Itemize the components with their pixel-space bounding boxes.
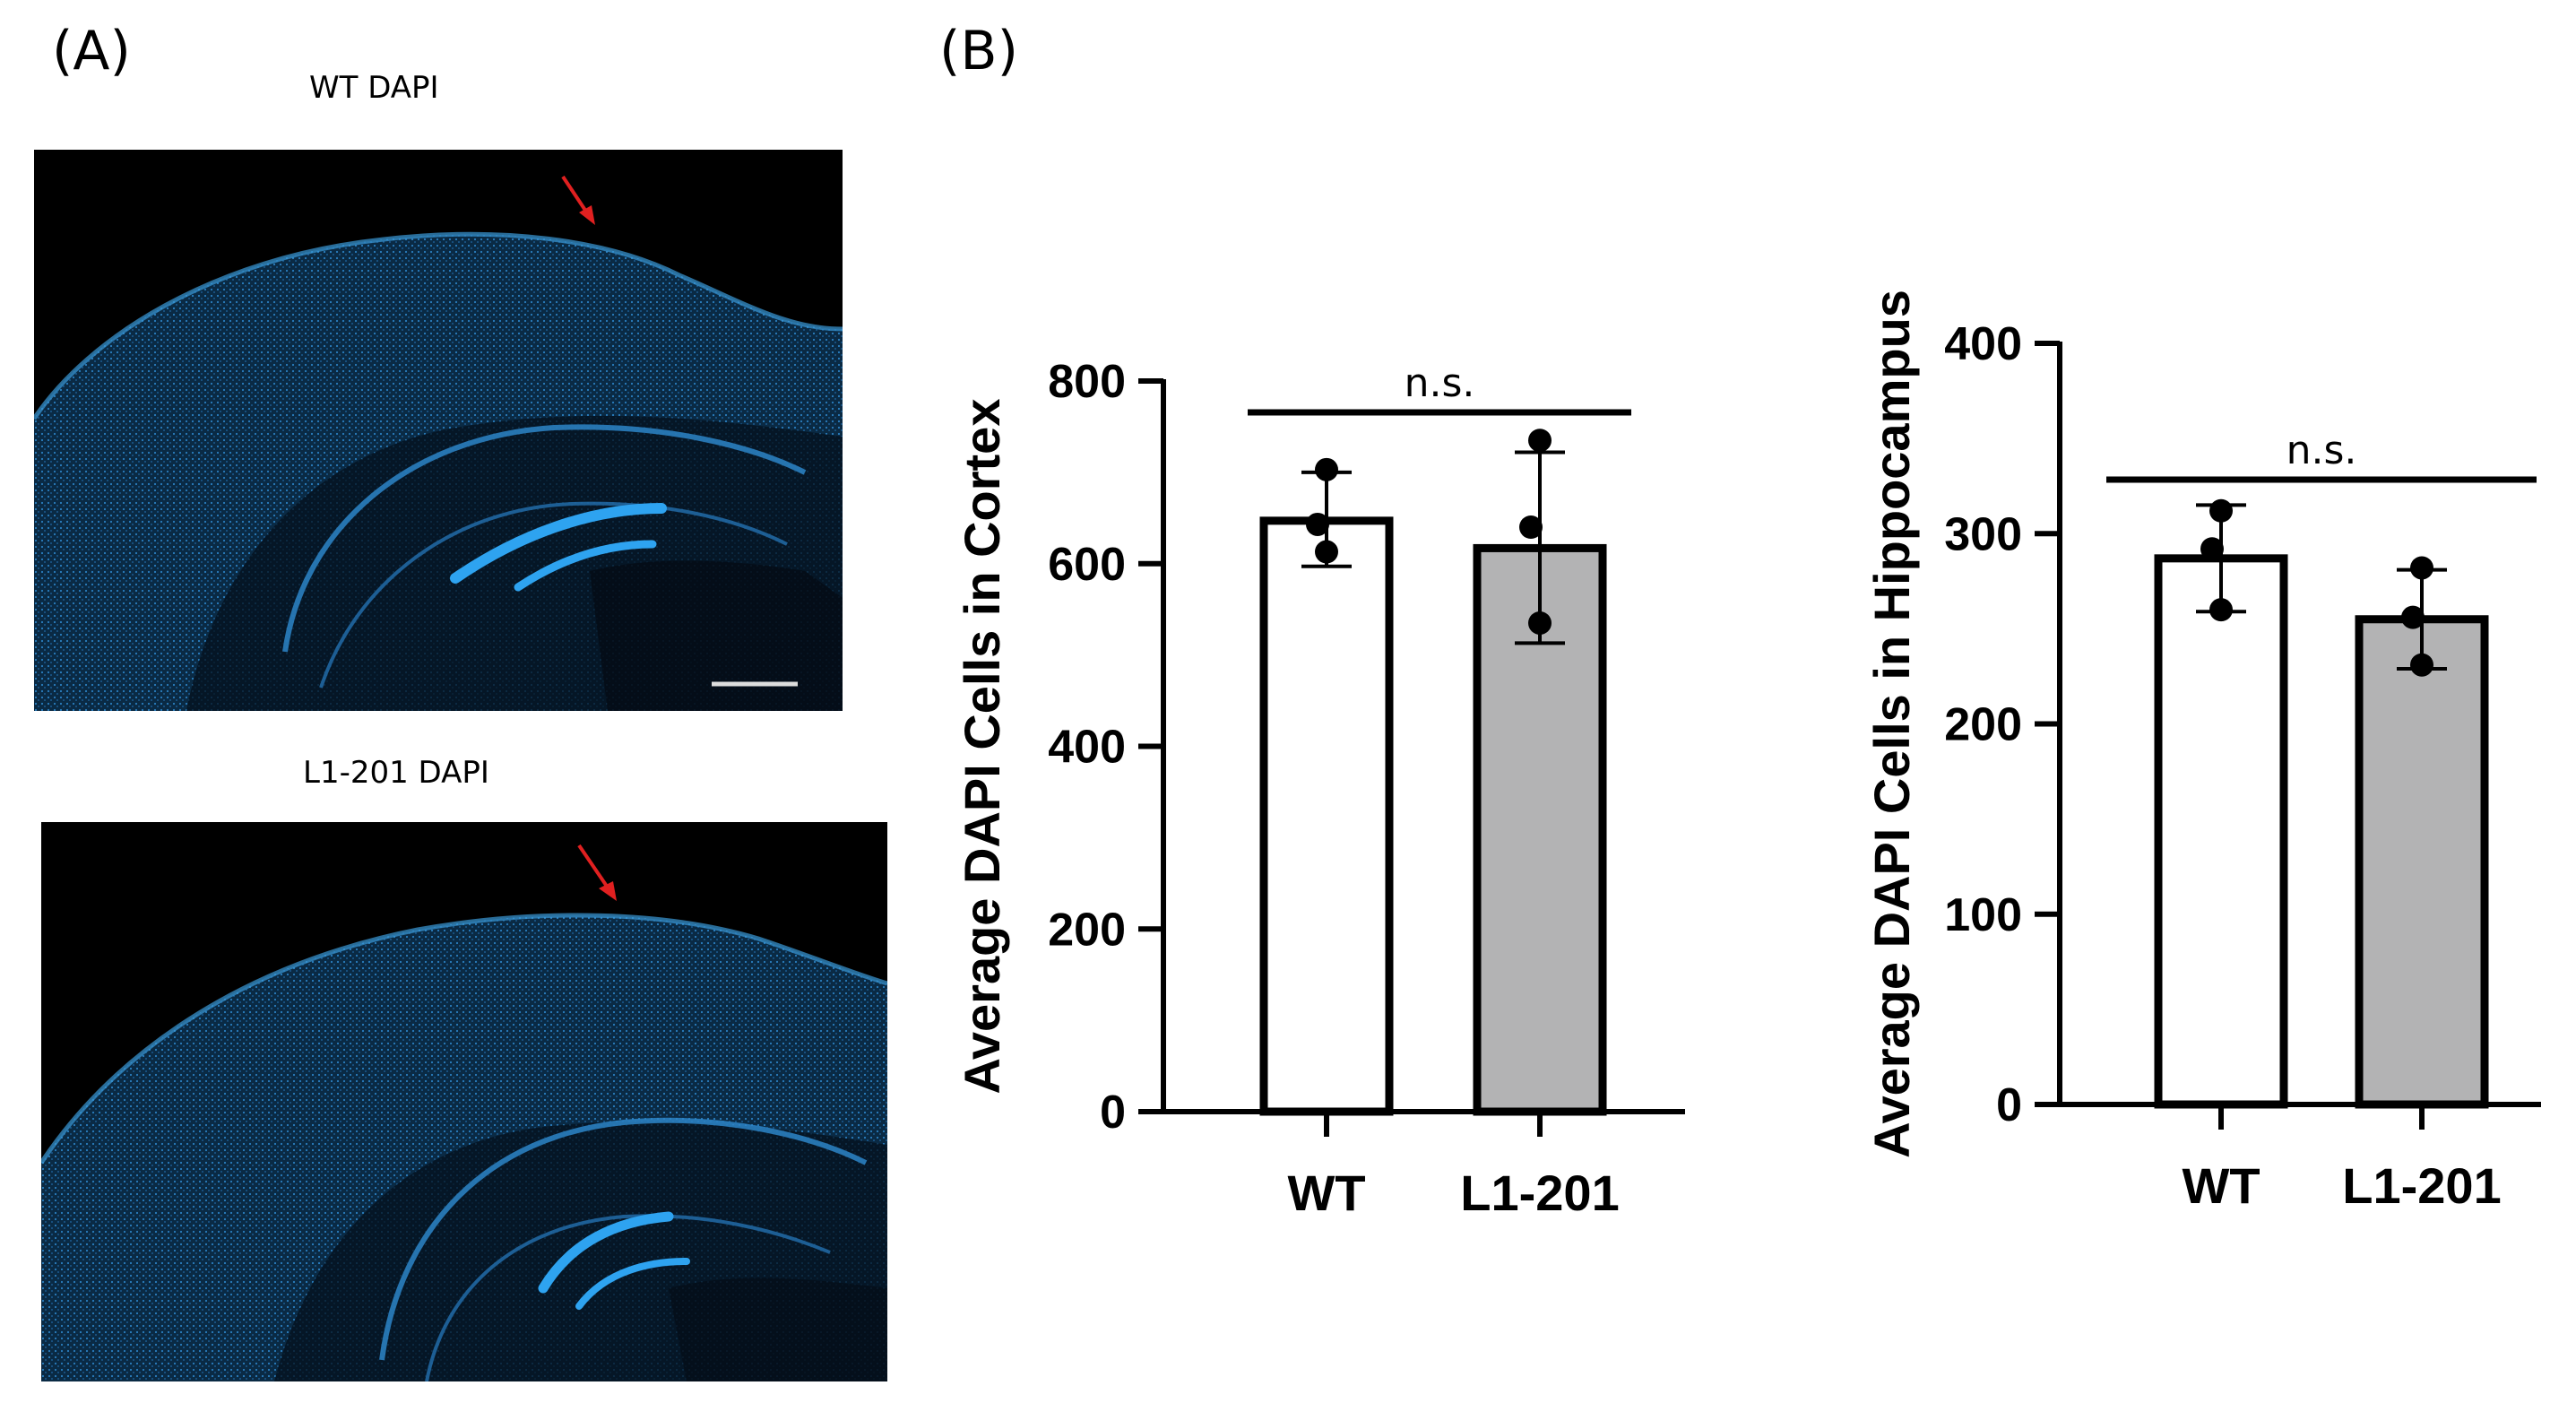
panel-b-label: (B): [939, 20, 1018, 82]
hippocampus-y-tick-label-3: 300: [1944, 508, 2022, 560]
hippocampus-significance-label: n.s.: [2286, 428, 2357, 473]
cortex-x-tick-label-0: WT: [1287, 1165, 1365, 1221]
hippocampus-y-axis-label: Average DAPI Cells in Hippocampus: [1863, 290, 1920, 1158]
cortex-point-1-2: [1528, 611, 1552, 635]
hippocampus-y-tick-label-1: 100: [1944, 889, 2022, 941]
wt-dapi-micrograph: [34, 150, 843, 711]
cortex-y-tick-label-2: 400: [1048, 722, 1126, 774]
hippocampus-bar-0: [2154, 554, 2288, 1109]
cortex-y-tick-label-3: 600: [1048, 539, 1126, 591]
cortex-x-tick-label-1: L1-201: [1460, 1165, 1619, 1221]
panel-a-label: (A): [52, 20, 131, 82]
hippocampus-point-0-2: [2209, 598, 2233, 622]
hippocampus-x-tick-label-0: WT: [2182, 1157, 2260, 1214]
cortex-y-tick-label-4: 800: [1048, 356, 1126, 408]
cortex-point-1-1: [1519, 515, 1543, 539]
hippocampus-y-tick-label-0: 0: [1996, 1079, 2022, 1131]
cortex-y-axis-label: Average DAPI Cells in Cortex: [954, 399, 1010, 1095]
cortex-point-0-2: [1315, 540, 1338, 564]
hippocampus-point-0-1: [2200, 537, 2224, 561]
hippocampus-point-1-2: [2410, 653, 2433, 677]
hippocampus-y-tick-label-2: 200: [1944, 699, 2022, 751]
wt-brain-section: [34, 175, 843, 711]
cortex-y-tick-label-1: 200: [1048, 904, 1126, 956]
hippocampus-y-tick-label-4: 400: [1944, 318, 2022, 370]
hippocampus-point-1-1: [2401, 605, 2425, 629]
cortex-point-0-1: [1306, 512, 1329, 536]
hippocampus-bar-1: [2355, 615, 2489, 1109]
l1-dapi-micrograph: [41, 822, 887, 1381]
cortex-significance-label: n.s.: [1405, 360, 1475, 406]
cortex-y-tick-label-0: 0: [1100, 1087, 1126, 1139]
cortex-point-1-0: [1528, 429, 1552, 453]
l1-brain-section: [41, 844, 887, 1381]
hippocampus-x-tick-label-1: L1-201: [2342, 1157, 2501, 1214]
hippocampus-point-0-0: [2209, 498, 2233, 523]
wt-image-title: WT DAPI: [309, 70, 439, 106]
l1-image-title: L1-201 DAPI: [303, 755, 489, 791]
cortex-point-0-0: [1315, 457, 1338, 481]
hippocampus-point-1-0: [2410, 556, 2433, 580]
